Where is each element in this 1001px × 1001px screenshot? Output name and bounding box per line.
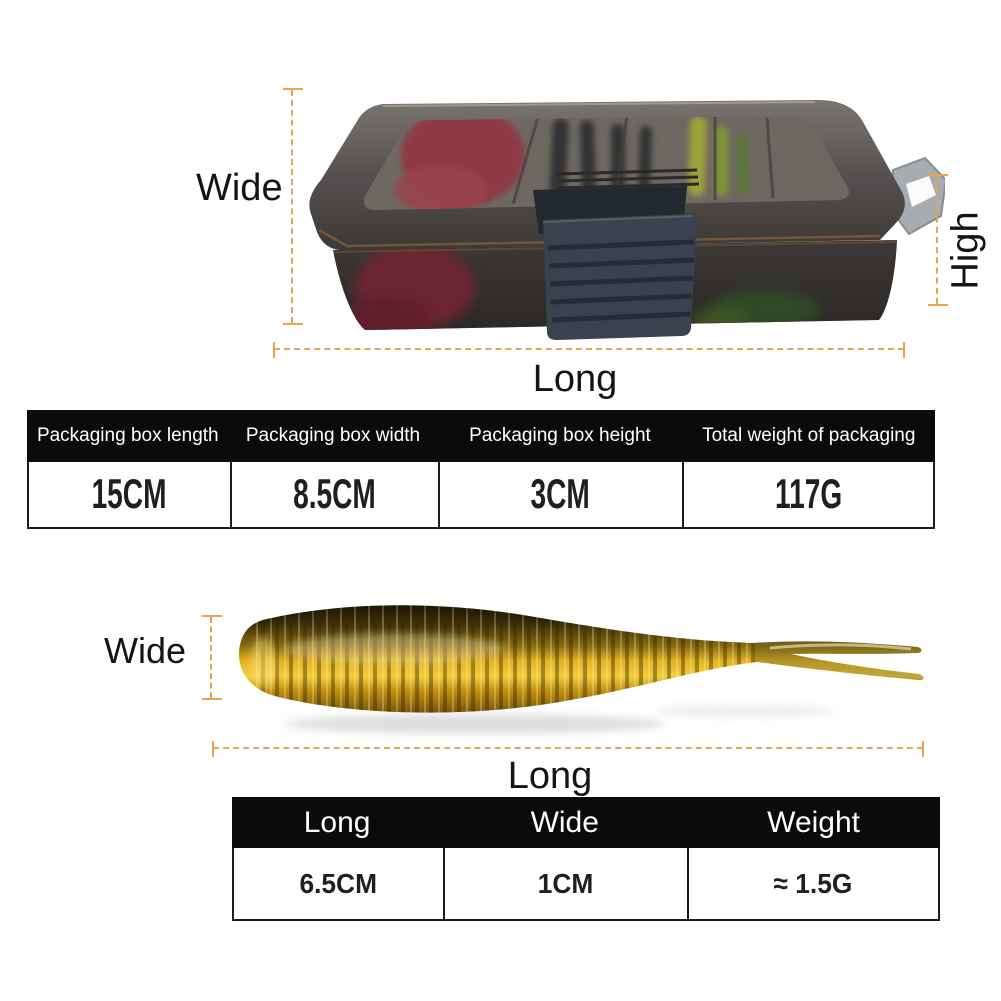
lure-weight-header: Weight (767, 805, 860, 839)
packaging-weight-header: Total weight of packaging (702, 425, 916, 447)
lure-wide-header: Wide (530, 805, 599, 839)
box-high-dimension-line (928, 174, 948, 306)
latch (533, 186, 698, 340)
lure-wide-label: Wide (104, 630, 187, 671)
box-long-dimension-line (273, 342, 905, 358)
packaging-width-header: Packaging box width (245, 425, 421, 447)
lid-grip-grooves (556, 168, 700, 190)
box-long-label: Long (532, 358, 618, 400)
lure-shadow (285, 714, 665, 734)
lure-wide-value: 1CM (538, 867, 594, 899)
lure-spec-table: Long Wide Weight 6.5CM 1CM ≈ 1.5G (232, 797, 940, 921)
packaging-length-value: 15CM (91, 470, 167, 518)
packaging-spec-table: Packaging box length Packaging box width… (27, 410, 935, 529)
lure-long-header: Long (303, 805, 371, 839)
packaging-height-header: Packaging box height (469, 425, 651, 447)
lure-long-label: Long (507, 755, 593, 797)
packaging-spec-table-value-row: 15CM 8.5CM 3CM 117G (27, 462, 935, 529)
tackle-box-photo (309, 99, 945, 340)
box-wide-label: Wide (196, 167, 283, 209)
box-high-label: High (944, 211, 987, 290)
lure-wide-dimension-line (202, 615, 222, 700)
lure-weight-value: ≈ 1.5G (773, 867, 853, 899)
packaging-spec-table-header-row: Packaging box length Packaging box width… (27, 410, 935, 462)
box-wide-dimension-line (283, 88, 303, 325)
box-high-label-wrap: High (928, 203, 1001, 298)
lure-long-value: 6.5CM (299, 867, 378, 899)
lure-spec-table-header-row: Long Wide Weight (232, 797, 940, 848)
lure-spec-table-value-row: 6.5CM 1CM ≈ 1.5G (232, 848, 940, 921)
packaging-height-value: 3CM (530, 470, 591, 518)
lure-photo (239, 605, 924, 734)
packaging-weight-value: 117G (774, 470, 842, 518)
packaging-length-header: Packaging box length (36, 425, 219, 447)
lure-long-dimension-line (212, 741, 924, 757)
packaging-width-value: 8.5CM (293, 470, 376, 518)
